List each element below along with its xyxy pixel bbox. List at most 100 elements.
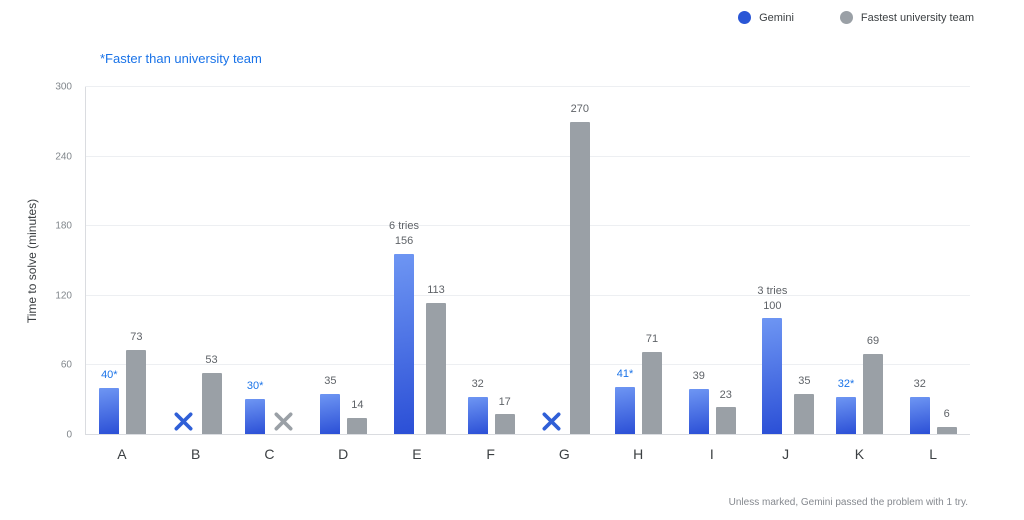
team-column: 113 xyxy=(426,87,446,434)
gemini-bar xyxy=(615,386,636,434)
bar-group: 40* 73 xyxy=(86,87,160,434)
tries-annotation: 3 tries xyxy=(757,284,788,297)
bar-group: 32 17 xyxy=(454,87,528,434)
x-tick-label: J xyxy=(782,446,790,462)
x-tick-label: H xyxy=(633,446,644,462)
x-tick-label: I xyxy=(709,446,714,462)
chart-area: 40* 73 53 30* 35 14 6 tries 156 113 32 17 270 41* 71 3… xyxy=(85,86,970,435)
team-value-label: 113 xyxy=(427,284,445,297)
bar-pair: 35 14 xyxy=(320,87,368,434)
bar-pair: 32 6 xyxy=(909,87,957,434)
bar-pair: 6 tries 156 113 xyxy=(389,87,446,434)
gemini-bar xyxy=(99,387,120,434)
gridline xyxy=(85,86,970,87)
x-tick-label: L xyxy=(929,446,938,462)
y-tick-label: 240 xyxy=(55,151,72,163)
team-value-label: 53 xyxy=(205,353,218,366)
gridline xyxy=(85,155,970,157)
team-column: 71 xyxy=(642,87,663,434)
team-legend-dot-icon xyxy=(839,11,853,24)
gemini-column: 30* xyxy=(245,87,266,434)
gemini-bar xyxy=(320,393,341,434)
bar-group: 35 14 xyxy=(307,87,381,434)
bar-pair: 41* 71 xyxy=(615,87,663,434)
team-bar xyxy=(426,303,446,434)
team-bar xyxy=(863,354,884,434)
bar-group: 41* 71 xyxy=(602,87,676,434)
x-tick-label: K xyxy=(854,446,865,462)
team-bar xyxy=(347,417,368,434)
x-tick-label: D xyxy=(338,446,349,462)
team-unsolved-x-icon xyxy=(272,410,295,433)
gemini-column: 40* xyxy=(99,87,120,434)
gemini-bar xyxy=(688,388,709,434)
y-tick-label: 120 xyxy=(55,290,72,302)
team-bar xyxy=(494,414,515,434)
gridline xyxy=(85,294,970,296)
x-tick-label: G xyxy=(558,446,570,462)
team-value-label: 17 xyxy=(498,395,511,408)
bar-group: 32 6 xyxy=(896,87,970,434)
team-value-label: 35 xyxy=(798,374,811,387)
gemini-unsolved-x-icon xyxy=(540,410,563,433)
gridline xyxy=(85,364,970,366)
team-bar xyxy=(715,407,736,434)
tries-annotation: 6 tries xyxy=(389,219,419,232)
team-column: 73 xyxy=(126,87,147,434)
gemini-column xyxy=(172,87,195,434)
gemini-column: 6 tries 156 xyxy=(389,87,419,434)
gemini-value-label: 40* xyxy=(101,368,118,381)
gemini-bar xyxy=(394,253,415,434)
team-column: 17 xyxy=(494,87,515,434)
team-bar xyxy=(936,427,957,434)
team-column: 270 xyxy=(569,87,590,434)
y-axis: 0 60 120 180 240 300 xyxy=(38,82,78,441)
team-value-label: 73 xyxy=(130,330,143,343)
team-bar xyxy=(126,349,147,434)
team-column: 23 xyxy=(715,87,736,434)
footnote: Unless marked, Gemini passed the problem… xyxy=(728,497,968,508)
gemini-value-label: 30* xyxy=(246,380,264,393)
plot-area: 40* 73 53 30* 35 14 6 tries 156 113 32 17 270 41* 71 3… xyxy=(85,87,970,435)
x-axis: A B C D E F G H I J K L xyxy=(85,436,970,462)
team-column: 6 xyxy=(936,87,957,434)
gemini-value-label: 32 xyxy=(913,378,926,391)
gemini-column: 39 xyxy=(688,87,709,434)
bar-group: 6 tries 156 113 xyxy=(381,87,455,434)
gemini-column xyxy=(540,87,563,434)
bar-group: 30* xyxy=(233,87,307,434)
gemini-legend-dot-icon xyxy=(738,11,752,24)
bar-pair: 53 xyxy=(172,87,222,434)
bar-pair: 30* xyxy=(245,87,295,434)
gemini-column: 35 xyxy=(320,87,341,434)
bar-group: 270 xyxy=(528,87,602,434)
gemini-bar xyxy=(467,397,488,434)
bar-pair: 40* 73 xyxy=(99,87,147,434)
team-value-label: 270 xyxy=(570,102,590,115)
bar-pair: 32* 69 xyxy=(836,87,884,434)
team-value-label: 6 xyxy=(943,408,950,421)
gemini-bar xyxy=(909,397,930,434)
team-column: 69 xyxy=(863,87,884,434)
gemini-value-label: 32 xyxy=(471,378,484,391)
y-tick-label: 60 xyxy=(60,359,72,371)
x-tick-label: C xyxy=(264,446,275,462)
gemini-bar xyxy=(762,318,783,434)
y-axis-title: Time to solve (minutes) xyxy=(25,198,39,324)
gemini-value-label: 6 tries 156 xyxy=(389,219,419,247)
gemini-value-label: 39 xyxy=(692,370,705,383)
team-bar xyxy=(201,372,222,434)
y-tick-label: 0 xyxy=(66,429,72,441)
gemini-column: 32 xyxy=(909,87,930,434)
gemini-unsolved-x-icon xyxy=(172,410,195,433)
team-value-label: 69 xyxy=(866,335,880,348)
bar-group: 3 tries 100 35 xyxy=(749,87,823,434)
team-column: 53 xyxy=(201,87,222,434)
team-bar xyxy=(569,121,590,434)
gemini-column: 32 xyxy=(467,87,488,434)
team-value-label: 71 xyxy=(645,333,659,346)
gemini-value-label: 41* xyxy=(616,367,634,380)
gemini-bar xyxy=(836,397,857,434)
team-column: 35 xyxy=(794,87,815,434)
team-value-label: 23 xyxy=(719,388,732,401)
